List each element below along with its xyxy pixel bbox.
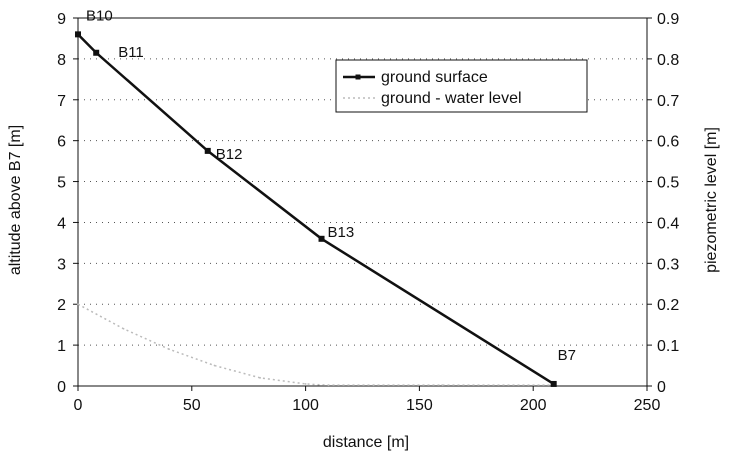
y2-tick-label: 0.1 [657,338,679,355]
y2-tick-label: 0.9 [657,11,679,28]
y2-tick-label: 0.4 [657,215,679,232]
data-point-ground-water-level [259,376,261,379]
y2-tick-label: 0.6 [657,134,679,151]
data-point-ground-water-level [168,348,170,351]
point-label: B10 [86,7,113,24]
y-tick-label: 9 [57,11,66,28]
y2-tick-label: 0.2 [657,297,679,314]
data-point-ground-water-level [122,327,125,330]
y-tick-label: 1 [57,338,66,355]
x-tick-label: 100 [292,397,319,414]
x-axis-title: distance [m] [323,434,409,451]
data-point-ground-water-level [77,303,79,306]
y-tick-label: 7 [57,93,66,110]
legend-label-ground-water-level: ground - water level [381,90,522,107]
plot-frame [77,17,648,387]
y-tick-label: 3 [57,256,66,273]
data-point-ground-water-level [304,383,307,385]
data-point-ground-surface [204,147,211,154]
y2-tick-label: 0.3 [657,256,679,273]
data-point-ground-water-level [372,384,375,387]
data-point-ground-water-level [327,384,330,387]
y-tick-label: 6 [57,134,66,151]
data-point-ground-water-level [441,384,444,387]
y-tick-label: 2 [57,297,66,314]
y2-tick-label: 0.8 [657,52,679,69]
y2-tick-label: 0 [657,379,666,396]
x-tick-label: 250 [634,397,661,414]
legend: ground surface ground - water level [335,59,588,113]
x-tick-label: 0 [74,397,83,414]
x-axis: 0 50 100 150 200 250 [74,386,661,414]
x-tick-label: 150 [406,397,433,414]
series-line-ground-water-level [77,303,554,386]
point-label: B13 [328,224,355,241]
y-tick-label: 0 [57,379,66,396]
point-label: B7 [558,347,576,364]
legend-marker-ground-surface [355,74,361,80]
point-label: B12 [216,146,243,163]
y2-axis-title: piezometric level [m] [703,127,720,273]
y-tick-label: 5 [57,175,66,192]
y-axis-left: 0 1 2 3 4 5 6 7 8 9 [57,11,78,396]
legend-label-ground-surface: ground surface [381,69,488,86]
point-label: B11 [118,44,144,61]
data-point-ground-water-level [213,364,216,367]
point-labels: B10 B11 B12 B13 B7 [86,7,576,364]
data-point-ground-surface [318,235,325,242]
y-tick-label: 8 [57,52,66,69]
x-tick-label: 200 [520,397,547,414]
y2-tick-label: 0.7 [657,93,679,110]
legend-box [335,59,588,113]
y-tick-label: 4 [57,215,66,232]
data-point-ground-surface [550,380,557,387]
data-point-ground-surface [75,31,81,38]
x-tick-label: 50 [183,397,201,414]
data-point-ground-surface [93,49,100,56]
y-axis-right: 0 0.1 0.2 0.3 0.4 0.5 0.6 0.7 0.8 0.9 [647,11,679,396]
y-axis-title: altitude above B7 [m] [7,125,24,275]
series-layer [75,31,557,387]
y2-tick-label: 0.5 [657,175,679,192]
